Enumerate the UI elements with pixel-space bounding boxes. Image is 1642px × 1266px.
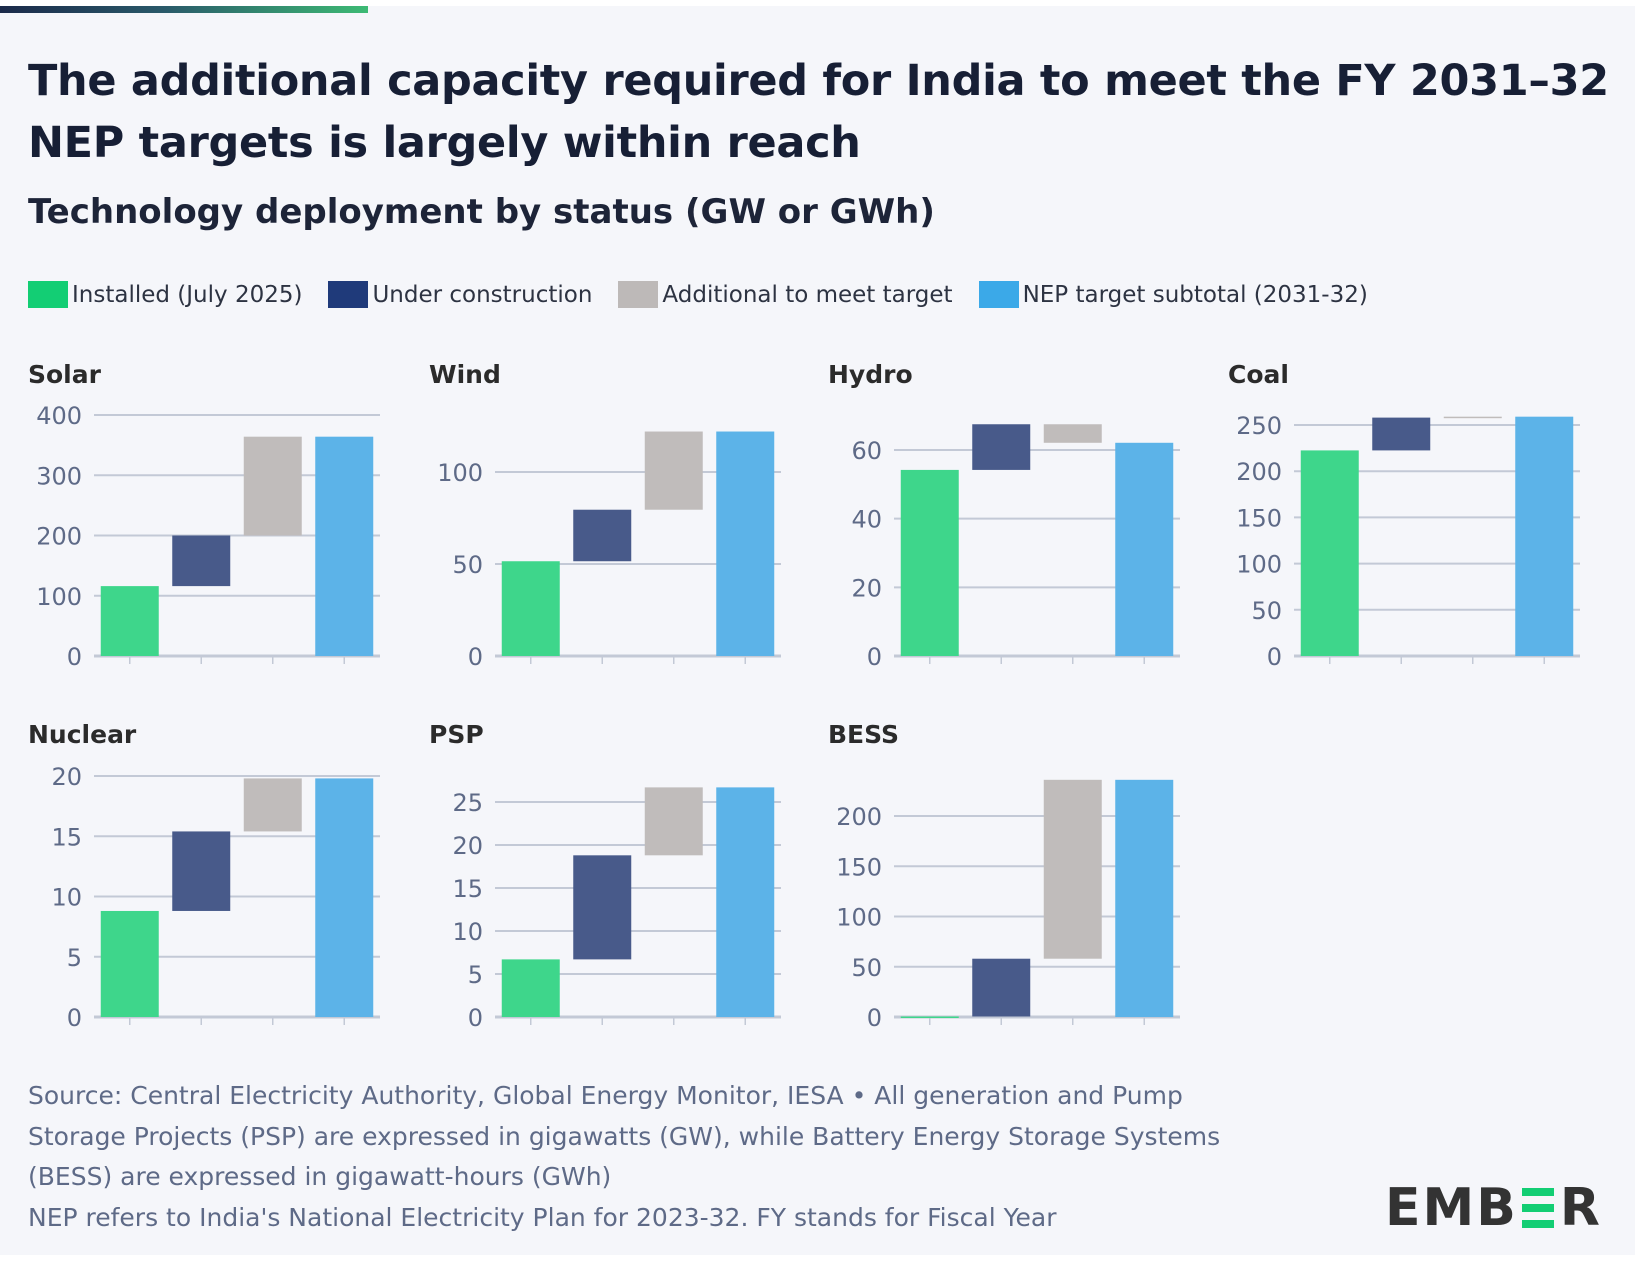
bess-y-tick-label: 100 [836,904,882,932]
psp-bar-installed [501,959,560,1017]
hydro-bar-additional [1043,424,1102,443]
nuclear-bar-additional [243,778,302,832]
logo-text-prefix: EMB [1385,1178,1518,1238]
accent-bar [0,6,368,13]
panel-title-nuclear: Nuclear [28,720,137,749]
bess-y-tick-label: 200 [836,803,882,831]
wind-bar-installed [501,561,560,656]
chart-title: The additional capacity required for Ind… [28,56,1609,168]
bess-bar-under-construction [972,958,1031,1017]
hydro-bar-target [1115,442,1174,656]
footer-line: NEP refers to India's National Electrici… [28,1202,1057,1232]
wind-y-tick-label: 100 [437,459,483,487]
solar-y-tick-label: 400 [36,402,82,430]
hydro-bar-under-construction [972,424,1031,470]
nuclear-bar-target [315,778,374,1017]
wind-bar-under-construction [573,509,632,562]
psp-y-tick-label: 25 [452,789,483,817]
solar-bar-additional [243,436,302,536]
wind-bar-additional [644,431,703,510]
panel-title-bess: BESS [828,720,900,749]
solar-y-tick-label: 0 [67,643,82,671]
footer-notes: Source: Central Electricity Authority, G… [28,1076,1328,1238]
bess-y-tick-label: 150 [836,853,882,881]
psp-bar-under-construction [573,855,632,960]
footer-line: (BESS) are expressed in gigawatt-hours (… [28,1162,612,1191]
panel-title-solar: Solar [28,360,101,389]
legend-swatch-under-construction [328,281,369,308]
wind-y-tick-label: 0 [468,643,483,671]
coal-bar-additional [1443,416,1502,419]
legend-item-target: NEP target subtotal (2031-32) [978,281,1368,308]
coal-y-tick-label: 0 [1267,643,1282,671]
coal-y-tick-label: 50 [1251,597,1282,625]
nuclear-y-tick-label: 10 [51,884,82,912]
nuclear-y-tick-label: 20 [51,763,82,791]
hydro-y-tick-label: 0 [867,643,882,671]
legend-item-additional: Additional to meet target [618,281,953,308]
chart-card: The additional capacity required for Ind… [0,6,1635,1255]
footer-line: Source: Central Electricity Authority, G… [28,1081,1183,1110]
legend-label: Installed (July 2025) [72,281,303,308]
legend-swatch-installed [28,281,68,308]
nuclear-y-tick-label: 5 [67,944,82,972]
panel-title-wind: Wind [429,360,501,389]
bess-bar-installed [900,1016,959,1018]
nuclear-y-tick-label: 0 [67,1004,82,1032]
psp-y-tick-label: 20 [452,832,483,860]
footer-line: Storage Projects (PSP) are expressed in … [28,1121,1221,1151]
logo-e-bars-icon [1521,1188,1554,1228]
panel-title-hydro: Hydro [828,360,913,389]
chart-subtitle: Technology deployment by status (GW or G… [28,192,935,232]
psp-y-tick-label: 5 [468,961,483,989]
logo-text-suffix: R [1559,1178,1602,1238]
psp-bar-target [716,787,775,1017]
psp-y-tick-label: 10 [452,918,483,946]
solar-bar-installed [100,586,159,656]
panel-title-psp: PSP [429,720,484,749]
bess-bar-additional [1043,779,1102,959]
legend-swatch-target [978,281,1019,308]
legend-label: Under construction [372,281,593,308]
nuclear-bar-installed [100,910,159,1017]
wind-y-tick-label: 50 [452,551,483,579]
solar-y-tick-label: 200 [36,523,82,551]
legend-label: Additional to meet target [662,281,953,308]
solar-bar-under-construction [172,535,231,587]
coal-y-tick-label: 100 [1236,551,1282,579]
solar-y-tick-label: 300 [36,462,82,490]
nuclear-y-tick-label: 15 [51,823,82,851]
coal-bar-under-construction [1372,417,1431,451]
solar-bar-target [315,436,374,656]
coal-bar-target [1515,416,1574,656]
bess-bar-target [1115,779,1174,1017]
psp-y-tick-label: 15 [452,875,483,903]
hydro-y-tick-label: 60 [851,437,882,465]
wind-bar-target [716,431,775,656]
chart-solar: 0100200300400050100020406005010015020025… [36,402,1580,1032]
hydro-y-tick-label: 20 [851,574,882,602]
hydro-bar-installed [900,469,959,656]
psp-bar-additional [644,787,703,856]
legend-item-under-construction: Under construction [328,281,592,308]
coal-y-tick-label: 250 [1236,412,1282,440]
psp-y-tick-label: 0 [468,1004,483,1032]
ember-logo: EMB R [1385,1178,1602,1238]
coal-bar-installed [1300,450,1359,656]
solar-y-tick-label: 100 [36,583,82,611]
hydro-y-tick-label: 40 [851,506,882,534]
legend-label: NEP target subtotal (2031-32) [1022,281,1368,308]
legend-swatch-additional [618,281,659,308]
nuclear-bar-under-construction [172,831,231,911]
coal-y-tick-label: 150 [1236,504,1282,532]
legend-item-installed: Installed (July 2025) [28,281,302,308]
bess-y-tick-label: 0 [867,1004,882,1032]
panel-title-coal: Coal [1228,360,1289,389]
coal-y-tick-label: 200 [1236,458,1282,486]
legend: Installed (July 2025) Under construction… [28,281,1394,308]
bess-y-tick-label: 50 [851,954,882,982]
